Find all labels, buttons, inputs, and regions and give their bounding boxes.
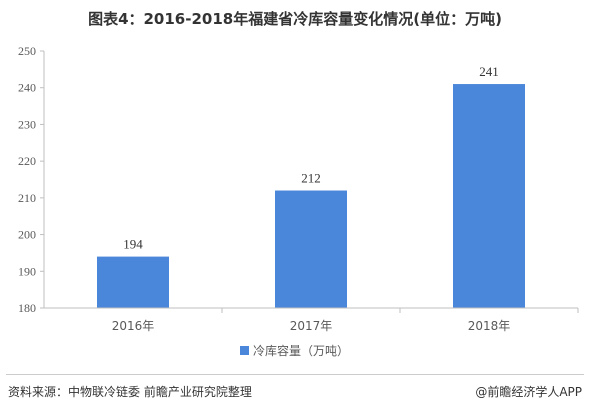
legend: 冷库容量（万吨） [240,343,349,358]
y-tick-label: 210 [18,191,36,205]
y-tick-label: 190 [18,264,36,278]
y-tick-label: 180 [18,301,36,315]
bar [453,84,525,309]
data-label: 194 [123,237,143,252]
legend-label: 冷库容量（万吨） [253,343,349,358]
x-axis: 2016年 2017年 2018年 [44,307,579,333]
y-tick-label: 240 [18,81,36,95]
brand-credit: @前瞻经济学人APP [475,385,582,399]
footer-divider [6,374,584,375]
bars: 194 212 241 [97,64,525,309]
y-tick-label: 220 [18,154,36,168]
data-label: 212 [301,171,321,186]
bar [275,190,347,308]
x-tick-label: 2018年 [468,319,511,333]
footer: 资料来源：中物联冷链委 前瞻产业研究院整理 @前瞻经济学人APP [0,372,590,412]
legend-swatch [240,346,249,355]
x-tick-label: 2016年 [112,319,155,333]
y-tick-label: 200 [18,228,36,242]
y-axis: 180 190 200 210 220 230 240 250 [18,44,45,315]
chart-title: 图表4：2016-2018年福建省冷库容量变化情况(单位：万吨) [88,10,502,28]
x-tick-label: 2017年 [290,319,333,333]
source-note: 资料来源：中物联冷链委 前瞻产业研究院整理 [8,385,252,399]
y-tick-label: 230 [18,117,36,131]
bar [97,256,169,308]
y-tick-label: 250 [18,44,36,58]
bar-chart: 180 190 200 210 220 230 240 250 194 212 241 2016年… [18,44,579,358]
data-label: 241 [479,64,499,79]
